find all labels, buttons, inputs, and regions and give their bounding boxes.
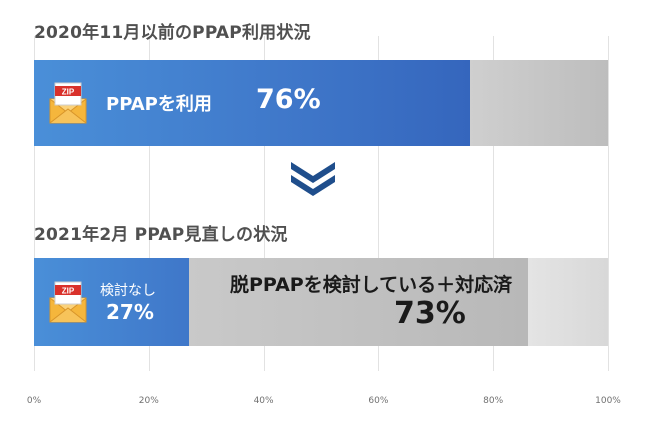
zip-envelope-icon: ZIP (49, 82, 87, 124)
chart2-no-review-label: 検討なし (100, 283, 156, 299)
gridline (263, 36, 265, 371)
chart1-title: 2020年11月以前のPPAP利用状況 (34, 23, 311, 43)
gridline (493, 36, 495, 371)
chart2-segment-remainder (527, 258, 608, 346)
chart1-segment-label: PPAPを利用 (106, 94, 212, 115)
x-tick-label: 20% (138, 396, 159, 406)
gridline (34, 36, 35, 371)
gridline (148, 36, 150, 371)
x-tick-label: 60% (368, 396, 389, 406)
chart2-no-review-value: 27% (106, 300, 154, 324)
gridline (608, 36, 609, 371)
x-tick-label: 80% (483, 396, 504, 406)
double-chevron-down-icon (291, 162, 335, 196)
x-tick-label: 100% (595, 396, 621, 406)
zip-label: ZIP (62, 88, 75, 97)
zip-envelope-icon: ZIP (49, 281, 87, 323)
zip-label: ZIP (62, 287, 75, 296)
chart2-title: 2021年2月 PPAP見直しの状況 (34, 225, 288, 245)
chart1-segment-ppap-use (34, 60, 471, 146)
chart2-reviewing-value: 73% (394, 296, 466, 331)
chart1-segment-value: 76% (256, 84, 321, 115)
chart2-reviewing-label: 脱PPAPを検討している＋対応済 (230, 274, 513, 296)
gridline (378, 36, 380, 371)
x-tick-label: 0% (26, 396, 42, 406)
chart2-segment-reviewing (188, 258, 528, 346)
x-tick-label: 40% (253, 396, 274, 406)
chart1-bar: ZIP PPAPを利用 76% (34, 60, 608, 146)
chart1-segment-remainder (470, 60, 608, 146)
chart2-bar: ZIP 検討なし 27% 脱PPAPを検討している＋対応済 73% (34, 258, 608, 346)
